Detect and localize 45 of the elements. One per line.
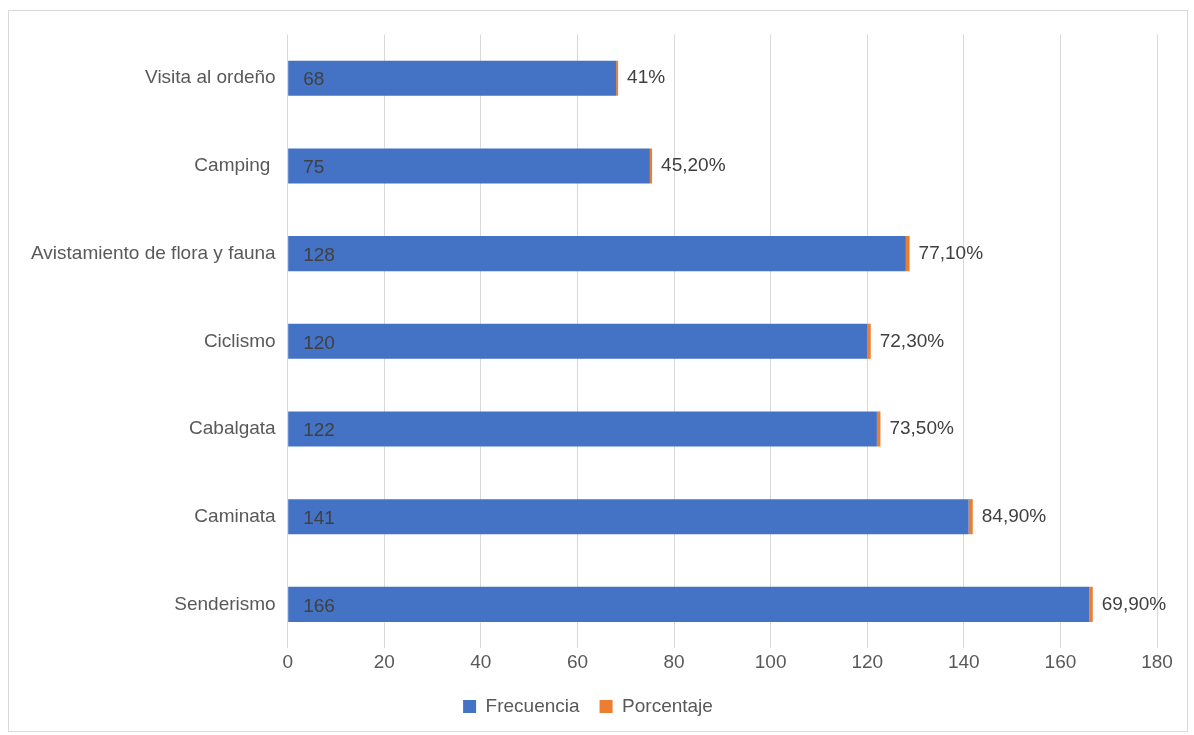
bar <box>1089 586 1093 622</box>
data-label: 84,90% <box>981 504 1047 526</box>
x-tick-label: 80 <box>663 650 685 672</box>
bar <box>288 236 906 272</box>
y-tick-label: Camping <box>194 154 276 176</box>
bar <box>649 148 653 184</box>
bar <box>288 586 1090 622</box>
data-label: 122 <box>303 419 335 441</box>
data-label: 72,30% <box>879 329 945 351</box>
bar <box>968 499 973 535</box>
y-tick-label: Caminata <box>194 504 277 526</box>
x-tick-label: 160 <box>1044 650 1077 672</box>
bar <box>288 411 877 447</box>
y-tick-label: Visita al ordeño <box>145 66 276 88</box>
data-label: 77,10% <box>918 241 984 263</box>
y-tick-label: Senderismo <box>174 592 276 614</box>
data-label: 41% <box>627 66 666 88</box>
x-tick-label: 180 <box>1141 650 1173 672</box>
data-label: 69,90% <box>1101 592 1167 614</box>
x-tick-label: 120 <box>851 650 884 672</box>
bar <box>288 323 868 359</box>
data-label: 68 <box>303 68 325 90</box>
bar <box>288 60 617 96</box>
data-label: 141 <box>303 506 335 528</box>
x-tick-label: 20 <box>373 650 395 672</box>
bar <box>288 499 969 535</box>
y-tick-label: Ciclismo <box>203 329 276 351</box>
y-tick-label: Cabalgata <box>189 417 277 439</box>
data-label: 128 <box>303 243 335 265</box>
bar <box>288 148 650 184</box>
x-tick-label: 0 <box>282 650 293 672</box>
legend-label: Frecuencia <box>485 694 581 716</box>
x-tick-label: 140 <box>947 650 980 672</box>
x-tick-label: 100 <box>754 650 787 672</box>
data-label: 73,50% <box>889 417 954 439</box>
data-label: 120 <box>303 331 335 353</box>
x-tick-label: 40 <box>470 650 492 672</box>
y-tick-label: Avistamiento de flora y fauna <box>30 241 277 263</box>
data-label: 45,20% <box>661 154 726 176</box>
legend-label: Porcentaje <box>622 694 713 716</box>
data-label: 75 <box>303 156 325 178</box>
data-label: 166 <box>303 594 335 616</box>
bar <box>905 236 910 272</box>
x-tick-label: 60 <box>566 650 589 672</box>
bar <box>867 323 871 359</box>
